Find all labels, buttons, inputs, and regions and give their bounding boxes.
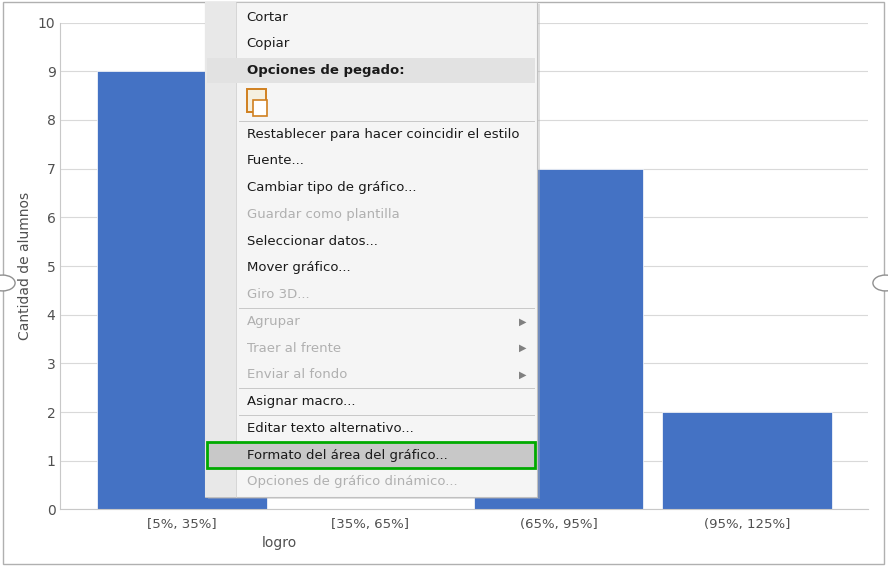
Text: ▶: ▶ <box>519 370 527 380</box>
Text: logro: logro <box>262 536 297 550</box>
Text: Enviar al fondo: Enviar al fondo <box>247 368 347 381</box>
Text: Traer al frente: Traer al frente <box>247 342 341 355</box>
Text: Editar texto alternativo...: Editar texto alternativo... <box>247 422 414 435</box>
Text: Asignar macro...: Asignar macro... <box>247 395 355 408</box>
Text: Seleccionar datos...: Seleccionar datos... <box>247 235 377 248</box>
Text: Agrupar: Agrupar <box>247 315 300 328</box>
Text: Opciones de gráfico dinámico...: Opciones de gráfico dinámico... <box>247 475 457 488</box>
Text: Restablecer para hacer coincidir el estilo: Restablecer para hacer coincidir el esti… <box>247 127 519 140</box>
Text: Giro 3D...: Giro 3D... <box>247 288 309 301</box>
Text: Guardar como plantilla: Guardar como plantilla <box>247 208 400 221</box>
Text: Cambiar tipo de gráfico...: Cambiar tipo de gráfico... <box>247 181 416 194</box>
Text: Copiar: Copiar <box>247 37 290 50</box>
Bar <box>474 169 644 509</box>
Text: Fuente...: Fuente... <box>247 155 305 168</box>
Bar <box>662 412 832 509</box>
Bar <box>97 71 266 509</box>
Text: Opciones de pegado:: Opciones de pegado: <box>247 64 404 77</box>
Text: ▶: ▶ <box>519 316 527 327</box>
Text: Formato del área del gráfico...: Formato del área del gráfico... <box>247 449 448 462</box>
Text: Cortar: Cortar <box>247 11 289 24</box>
Y-axis label: Cantidad de alumnos: Cantidad de alumnos <box>19 192 32 340</box>
Text: Mover gráfico...: Mover gráfico... <box>247 261 351 275</box>
Text: ▶: ▶ <box>519 343 527 353</box>
